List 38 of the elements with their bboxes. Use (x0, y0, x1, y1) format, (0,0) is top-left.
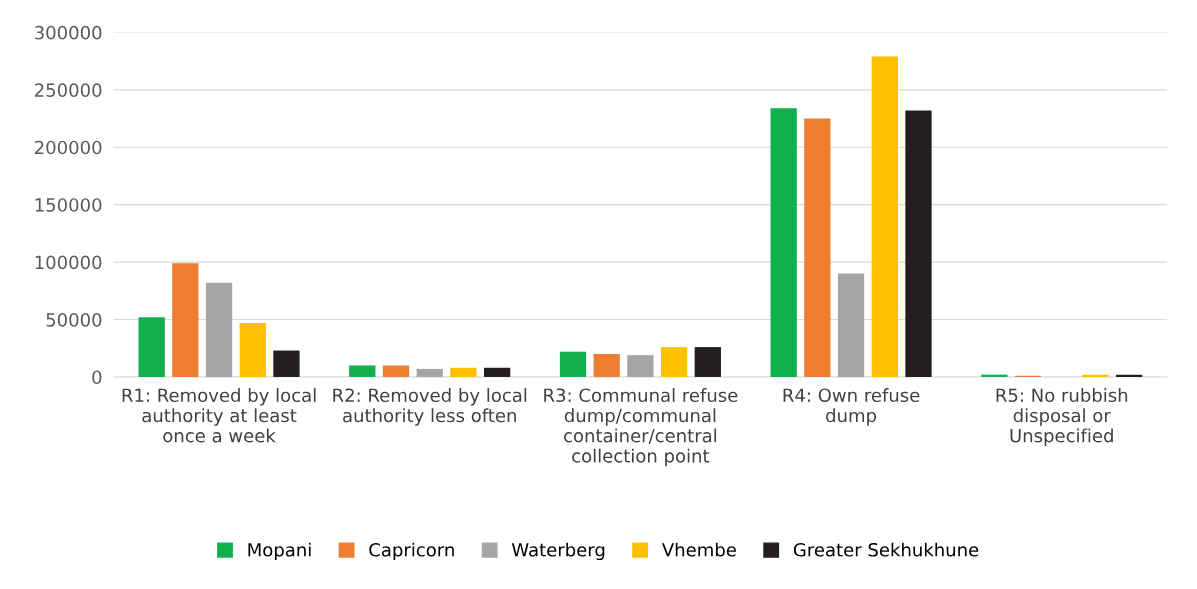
x-tick-label: R4: Own refuse dump (783, 388, 920, 426)
legend-label: Greater Sekhukhune (793, 542, 979, 557)
bar (138, 317, 165, 377)
bar (273, 350, 300, 377)
x-tick-label: R2: Removed by local authority less often (333, 388, 527, 426)
y-tick-label: 200000 (35, 140, 102, 155)
legend-label: Waterberg (511, 542, 605, 561)
y-tick-label: 300000 (35, 25, 102, 40)
bar (382, 365, 410, 377)
bar (694, 347, 721, 377)
bar (837, 273, 865, 377)
legend-label: Mopani (248, 542, 311, 561)
x-tick-label: R3: Communal refuse dump/communal container/central collection point (544, 388, 738, 467)
x-tick-label: R5: No rubbish disposal or Unspecified (996, 388, 1128, 446)
bar (770, 108, 797, 377)
bar (627, 355, 654, 377)
bar (172, 263, 199, 377)
bar (559, 351, 587, 377)
bar (871, 56, 898, 377)
bar (349, 365, 376, 377)
bar (905, 110, 932, 377)
bar (450, 367, 477, 377)
bar (483, 367, 511, 377)
y-tick-label: 100000 (35, 255, 102, 270)
bar (1082, 374, 1109, 377)
bar (416, 368, 443, 377)
y-tick-label: 250000 (35, 83, 102, 97)
y-tick-label: 150000 (35, 198, 102, 212)
y-tick-label: 50000 (46, 312, 102, 327)
bar (239, 322, 266, 377)
legend-label: Capricorn (369, 542, 454, 561)
x-tick-label: R1: Removed by local authority at least once a week (122, 388, 316, 443)
bar (593, 353, 620, 377)
bar (804, 118, 831, 377)
bar (205, 282, 233, 377)
y-tick-label: 0 (92, 370, 102, 385)
bar (660, 347, 688, 377)
legend-label: Vhembe (661, 542, 736, 557)
